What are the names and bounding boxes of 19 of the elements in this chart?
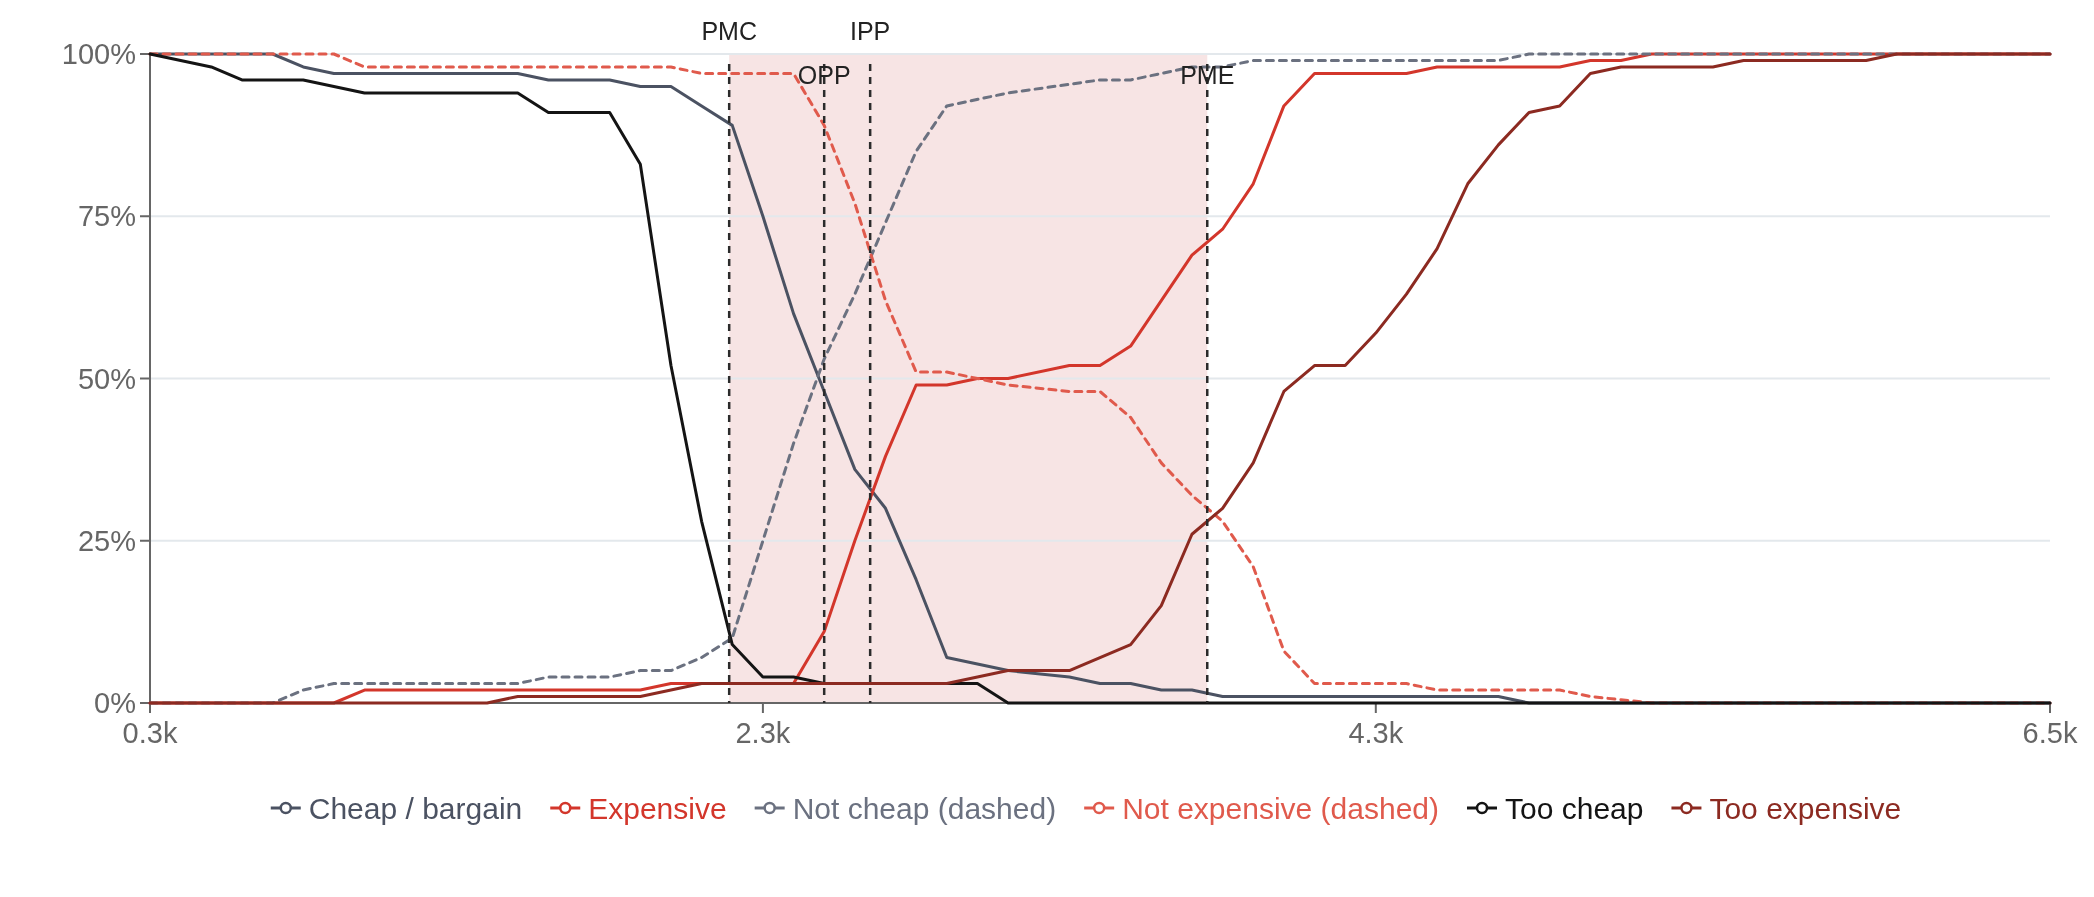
legend-label: Cheap / bargain [308,791,523,825]
ref-line-label: PMC [701,17,757,45]
legend-label: Too cheap [1505,791,1644,825]
y-tick-label: 50% [77,362,136,395]
legend-label: Expensive [588,791,727,825]
y-tick-label: 75% [77,200,136,233]
ref-line-label: PME [1180,61,1235,89]
y-tick-label: 100% [61,38,136,71]
legend-label: Not cheap (dashed) [792,791,1057,825]
ref-line-label: IPP [850,17,891,45]
x-tick-label: 4.3k [1348,717,1404,749]
legend-label: Not expensive (dashed) [1122,791,1440,825]
x-tick-label: 2.3k [735,717,791,749]
legend-label: Too expensive [1709,791,1902,825]
x-tick-label: 6.5k [2022,717,2078,749]
y-tick-label: 0% [94,687,136,720]
ref-line-label: OPP [797,61,851,89]
x-tick-label: 0.3k [122,717,178,749]
y-tick-label: 25% [77,524,136,557]
